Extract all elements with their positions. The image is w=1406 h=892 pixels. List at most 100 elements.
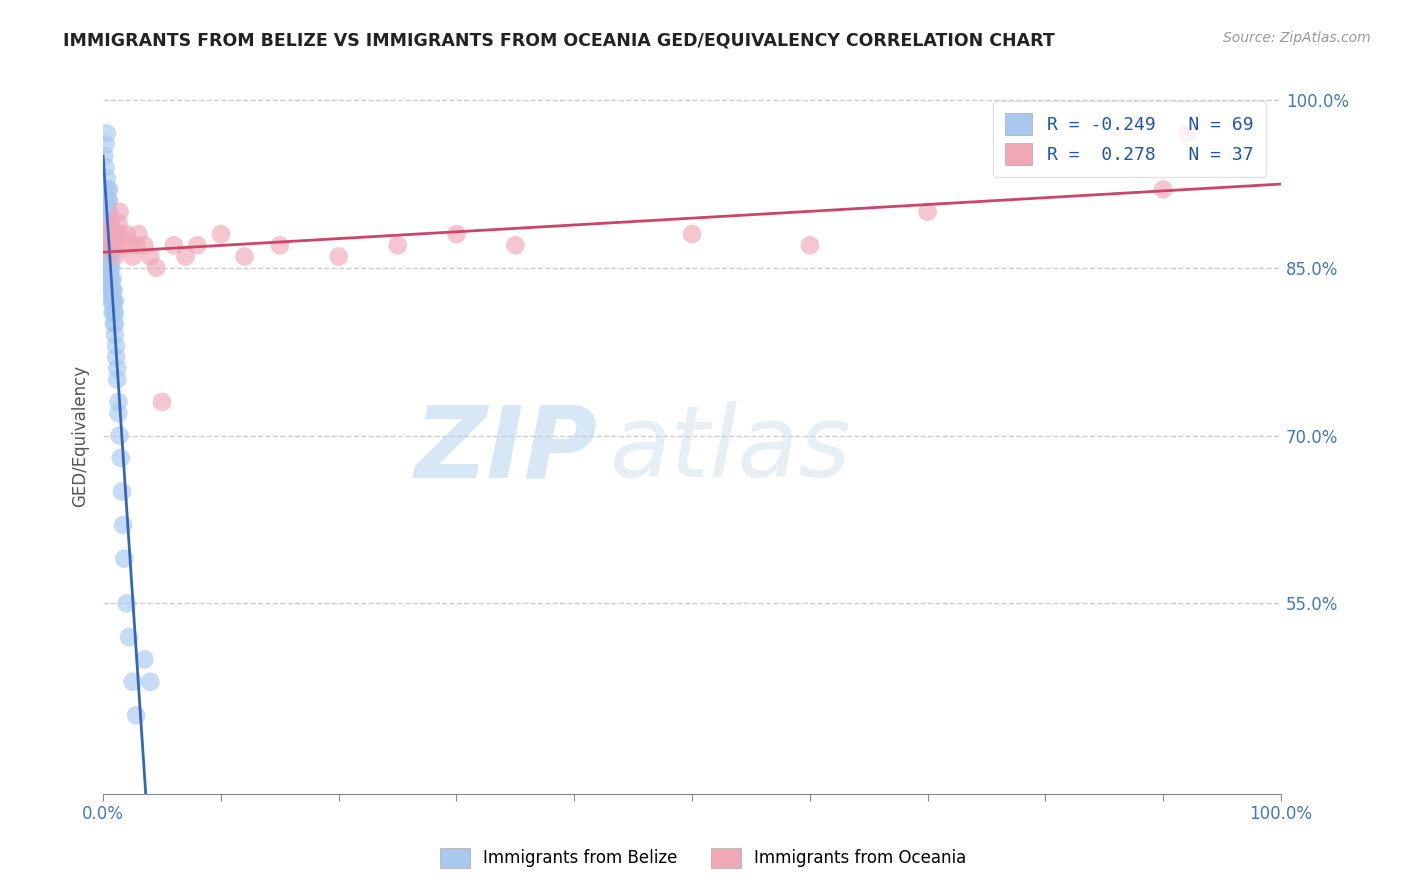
Point xyxy=(100,260,122,275)
Point xyxy=(1175,127,1198,141)
Point xyxy=(103,317,125,331)
Point xyxy=(98,260,121,275)
Point xyxy=(98,216,121,230)
Point xyxy=(97,250,120,264)
Point xyxy=(100,272,122,286)
Point xyxy=(97,194,120,208)
Point xyxy=(100,294,122,309)
Point xyxy=(681,227,703,241)
Point xyxy=(105,350,128,364)
Point xyxy=(98,227,121,241)
Point xyxy=(96,127,118,141)
Point xyxy=(112,551,135,566)
Point xyxy=(107,216,129,230)
Point xyxy=(209,227,232,241)
Point xyxy=(98,238,121,252)
Point xyxy=(186,238,208,252)
Point xyxy=(134,238,156,252)
Point xyxy=(103,305,125,319)
Text: IMMIGRANTS FROM BELIZE VS IMMIGRANTS FROM OCEANIA GED/EQUIVALENCY CORRELATION CH: IMMIGRANTS FROM BELIZE VS IMMIGRANTS FRO… xyxy=(63,31,1054,49)
Point xyxy=(110,227,132,241)
Point xyxy=(125,708,148,723)
Point xyxy=(100,250,122,264)
Point xyxy=(96,227,118,241)
Point xyxy=(233,250,256,264)
Point xyxy=(94,137,117,152)
Point xyxy=(103,283,125,297)
Point xyxy=(97,216,120,230)
Point xyxy=(799,238,821,252)
Point xyxy=(150,395,173,409)
Point xyxy=(98,272,121,286)
Point xyxy=(100,216,122,230)
Point xyxy=(104,305,127,319)
Point xyxy=(121,250,143,264)
Point xyxy=(115,227,138,241)
Point xyxy=(108,428,131,442)
Point xyxy=(98,182,121,196)
Point xyxy=(107,395,129,409)
Point xyxy=(112,238,135,252)
Point xyxy=(93,204,115,219)
Point xyxy=(139,250,162,264)
Point xyxy=(98,250,121,264)
Point xyxy=(98,204,121,219)
Point xyxy=(125,238,148,252)
Point xyxy=(1152,182,1174,196)
Point xyxy=(118,630,141,644)
Point xyxy=(97,182,120,196)
Point xyxy=(94,160,117,174)
Point xyxy=(111,484,134,499)
Point xyxy=(104,250,127,264)
Point xyxy=(101,227,124,241)
Text: atlas: atlas xyxy=(610,401,851,499)
Point xyxy=(101,305,124,319)
Point xyxy=(269,238,291,252)
Point xyxy=(105,227,128,241)
Point xyxy=(139,674,162,689)
Point xyxy=(118,238,141,252)
Point xyxy=(98,227,121,241)
Point xyxy=(107,406,129,420)
Point xyxy=(96,238,118,252)
Y-axis label: GED/Equivalency: GED/Equivalency xyxy=(72,365,89,507)
Point xyxy=(121,674,143,689)
Point xyxy=(387,238,409,252)
Point xyxy=(115,596,138,610)
Point xyxy=(127,227,149,241)
Point xyxy=(103,294,125,309)
Point xyxy=(96,171,118,186)
Point xyxy=(94,182,117,196)
Point xyxy=(98,227,121,241)
Point xyxy=(96,204,118,219)
Point xyxy=(97,227,120,241)
Point xyxy=(97,238,120,252)
Point xyxy=(174,250,197,264)
Point xyxy=(104,317,127,331)
Point xyxy=(98,250,121,264)
Point xyxy=(98,283,121,297)
Point xyxy=(98,238,121,252)
Legend: Immigrants from Belize, Immigrants from Oceania: Immigrants from Belize, Immigrants from … xyxy=(433,841,973,875)
Point xyxy=(101,272,124,286)
Legend: R = -0.249   N = 69, R =  0.278   N = 37: R = -0.249 N = 69, R = 0.278 N = 37 xyxy=(993,101,1265,178)
Point xyxy=(96,216,118,230)
Point xyxy=(98,272,121,286)
Point xyxy=(97,204,120,219)
Point xyxy=(93,149,115,163)
Point xyxy=(328,250,350,264)
Text: Source: ZipAtlas.com: Source: ZipAtlas.com xyxy=(1223,31,1371,45)
Point xyxy=(105,238,128,252)
Point xyxy=(101,294,124,309)
Point xyxy=(100,283,122,297)
Point xyxy=(105,361,128,376)
Point xyxy=(145,260,167,275)
Point xyxy=(105,373,128,387)
Point xyxy=(96,194,118,208)
Point xyxy=(134,652,156,666)
Point xyxy=(98,216,121,230)
Point xyxy=(505,238,527,252)
Point xyxy=(917,204,939,219)
Point xyxy=(163,238,186,252)
Point xyxy=(101,283,124,297)
